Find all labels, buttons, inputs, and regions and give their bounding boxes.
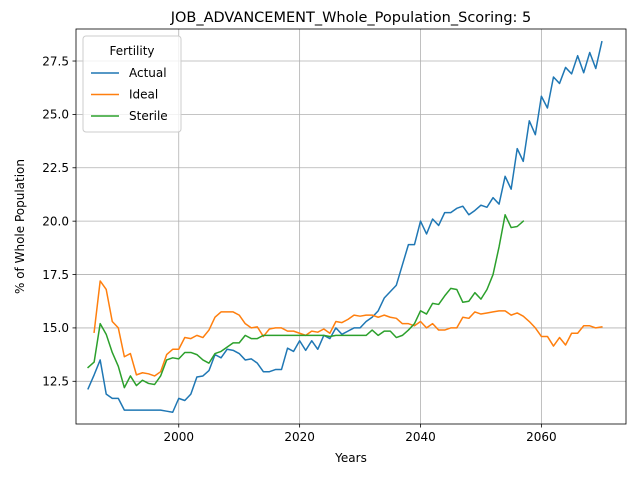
y-tick-label: 27.5 bbox=[42, 54, 69, 68]
series-line-actual bbox=[87, 40, 603, 414]
grid bbox=[76, 29, 626, 424]
series-line-sterile bbox=[87, 214, 525, 389]
y-tick-label: 12.5 bbox=[42, 375, 69, 389]
chart-title: JOB_ADVANCEMENT_Whole_Population_Scoring… bbox=[170, 10, 532, 26]
y-axis-label: % of Whole Population bbox=[13, 159, 27, 294]
x-axis-ticks: 2000 2020 2040 2060 bbox=[163, 424, 557, 444]
x-tick-label: 2000 bbox=[163, 430, 194, 444]
y-tick-label: 15.0 bbox=[42, 321, 69, 335]
y-tick-label: 22.5 bbox=[42, 161, 69, 175]
legend-box bbox=[82, 35, 182, 133]
y-axis-ticks: 12.5 15.0 17.5 20.0 22.5 25.0 27.5 bbox=[42, 54, 76, 389]
x-tick-label: 2040 bbox=[405, 430, 436, 444]
x-tick-label: 2060 bbox=[526, 430, 557, 444]
legend-title: Fertility bbox=[109, 44, 154, 58]
legend: Fertility Actual Ideal Sterile bbox=[82, 35, 182, 133]
x-axis-label: Years bbox=[334, 451, 367, 465]
y-tick-label: 17.5 bbox=[42, 268, 69, 282]
legend-label-sterile: Sterile bbox=[129, 109, 168, 123]
legend-label-ideal: Ideal bbox=[129, 88, 158, 102]
plot-frame bbox=[75, 28, 627, 425]
series-lines bbox=[87, 40, 603, 414]
y-tick-label: 25.0 bbox=[42, 108, 69, 122]
series-line-ideal bbox=[93, 280, 603, 377]
x-tick-label: 2020 bbox=[284, 430, 315, 444]
y-tick-label: 20.0 bbox=[42, 214, 69, 228]
legend-label-actual: Actual bbox=[129, 66, 167, 80]
legend-entries: Actual Ideal Sterile bbox=[91, 66, 168, 123]
